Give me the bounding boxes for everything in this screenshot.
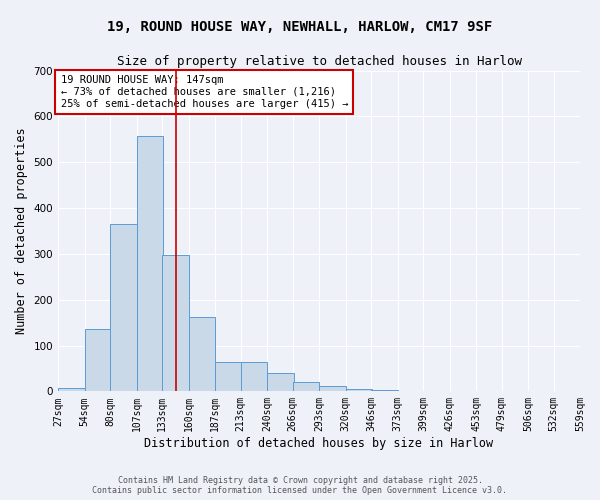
X-axis label: Distribution of detached houses by size in Harlow: Distribution of detached houses by size … bbox=[145, 437, 494, 450]
Bar bbox=[110, 224, 137, 392]
Bar bbox=[188, 317, 215, 392]
Bar bbox=[267, 373, 293, 392]
Bar bbox=[293, 382, 319, 392]
Bar bbox=[85, 329, 111, 392]
Bar bbox=[319, 386, 346, 392]
Text: 19 ROUND HOUSE WAY: 147sqm
← 73% of detached houses are smaller (1,216)
25% of s: 19 ROUND HOUSE WAY: 147sqm ← 73% of deta… bbox=[61, 76, 348, 108]
Bar bbox=[371, 390, 398, 392]
Text: 19, ROUND HOUSE WAY, NEWHALL, HARLOW, CM17 9SF: 19, ROUND HOUSE WAY, NEWHALL, HARLOW, CM… bbox=[107, 20, 493, 34]
Bar bbox=[137, 136, 163, 392]
Title: Size of property relative to detached houses in Harlow: Size of property relative to detached ho… bbox=[116, 55, 521, 68]
Text: Contains HM Land Registry data © Crown copyright and database right 2025.
Contai: Contains HM Land Registry data © Crown c… bbox=[92, 476, 508, 495]
Bar bbox=[58, 388, 85, 392]
Bar bbox=[241, 362, 267, 392]
Bar bbox=[162, 255, 188, 392]
Bar bbox=[346, 388, 372, 392]
Y-axis label: Number of detached properties: Number of detached properties bbox=[15, 128, 28, 334]
Bar bbox=[215, 362, 242, 392]
